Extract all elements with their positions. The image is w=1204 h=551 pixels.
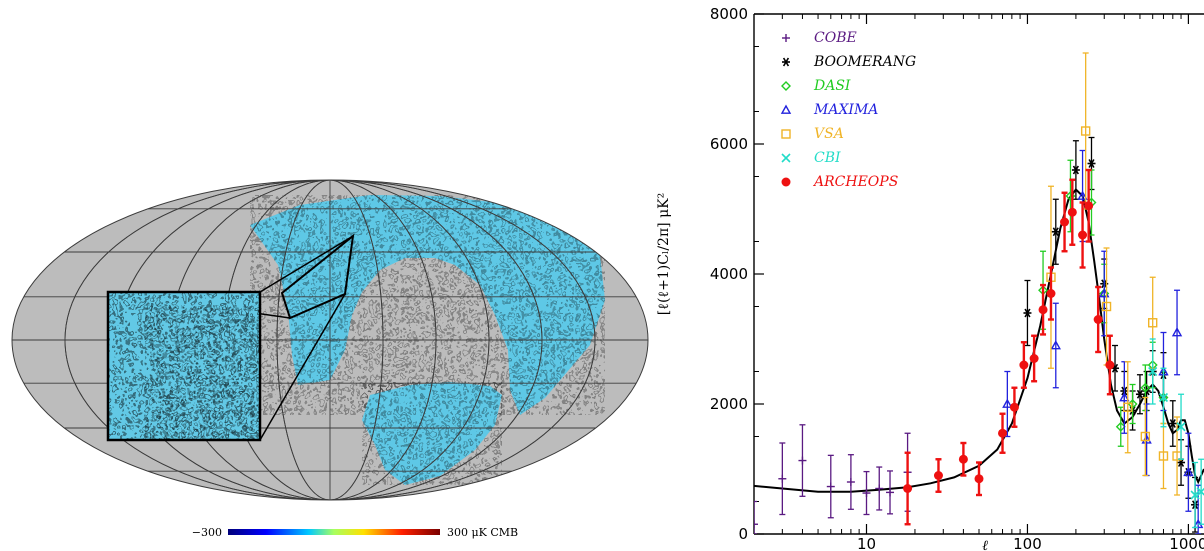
marker-circle	[1046, 289, 1056, 298]
legend-label-maxima: MAXIMA	[813, 102, 878, 118]
marker-triangle	[1171, 327, 1183, 337]
marker-circle	[1078, 230, 1088, 240]
power-spectrum-chart: 0 2000 4000 6000 8000 10 100 1000 [ℓ(ℓ+1)Cₗ/2π…	[656, 5, 1204, 551]
y-tick-label: 8000	[710, 5, 748, 23]
colorbar-max-label: 300 μK CMB	[447, 526, 518, 539]
marker-plus	[798, 456, 807, 465]
legend-label-vsa: VSA	[814, 126, 844, 142]
marker-square	[1140, 431, 1151, 442]
marker-plus	[754, 520, 758, 529]
marker-circle	[958, 454, 968, 464]
marker-triangle	[780, 104, 792, 114]
marker-plus	[862, 489, 871, 498]
colorbar-min-label: −300	[192, 526, 222, 539]
marker-triangle	[1050, 340, 1061, 350]
sky-map: −300 300 μK CMB	[11, 179, 649, 539]
marker-square	[1080, 126, 1091, 136]
series-archeops	[903, 168, 1115, 526]
x-tick-label: 10	[857, 535, 876, 551]
marker-plus	[782, 34, 790, 42]
marker-asterisk	[1023, 308, 1032, 318]
marker-x	[1158, 392, 1169, 403]
legend-label-cbi: CBI	[814, 150, 841, 166]
marker-circle	[1019, 360, 1029, 370]
legend-label-dasi: DASI	[813, 78, 851, 94]
marker-circle	[903, 484, 913, 493]
marker-square	[1101, 301, 1112, 312]
marker-plus	[778, 474, 787, 483]
marker-circle	[1067, 207, 1077, 217]
y-axis: 0 2000 4000 6000 8000	[710, 5, 764, 543]
y-tick-label: 4000	[710, 265, 748, 283]
marker-circle	[781, 177, 791, 187]
data-points	[754, 52, 1204, 534]
marker-asterisk	[1168, 419, 1177, 428]
y-tick-label: 0	[738, 525, 748, 543]
marker-plus	[875, 484, 884, 493]
marker-plus	[826, 482, 835, 491]
marker-square	[1158, 451, 1169, 461]
marker-triangle	[1119, 392, 1130, 402]
model-curve	[753, 187, 1204, 493]
marker-asterisk	[782, 57, 790, 67]
marker-circle	[998, 428, 1008, 438]
marker-plus	[886, 488, 895, 497]
x-axis: 10 100 1000	[753, 14, 1204, 551]
marker-square	[1147, 318, 1158, 328]
y-tick-label: 6000	[710, 135, 748, 153]
y-tick-label: 2000	[710, 395, 748, 413]
marker-square	[781, 129, 791, 139]
model-curve-line	[753, 187, 1204, 493]
x-tick-label: 1000	[1169, 535, 1204, 551]
marker-circle	[1093, 315, 1103, 324]
legend: COBE BOOMERANG DASI MAXIMA VSA CBI ARCHEOPS	[780, 30, 916, 190]
marker-x	[781, 153, 791, 163]
marker-circle	[1009, 402, 1019, 412]
x-axis-label: ℓ	[982, 538, 988, 551]
y-axis-label: [ℓ(ℓ+1)Cₗ/2π] μK²	[656, 193, 672, 315]
marker-asterisk	[1135, 389, 1144, 399]
marker-diamond	[1115, 421, 1126, 432]
marker-square	[1123, 402, 1133, 412]
legend-label-archeops: ARCHEOPS	[812, 174, 898, 190]
zoom-inset	[106, 290, 262, 442]
marker-circle	[1105, 360, 1115, 370]
marker-triangle	[1002, 398, 1013, 408]
marker-triangle	[1141, 434, 1152, 444]
legend-label-cobe: COBE	[814, 30, 857, 46]
series-cbi	[1148, 338, 1204, 529]
marker-circle	[1084, 201, 1094, 211]
marker-circle	[1060, 217, 1070, 227]
x-tick-label: 100	[1013, 535, 1042, 551]
marker-diamond	[1140, 382, 1151, 393]
marker-diamond	[781, 81, 791, 91]
legend-label-boomerang: BOOMERANG	[813, 54, 916, 70]
marker-asterisk	[1051, 227, 1060, 237]
series-cobe	[754, 424, 912, 534]
marker-x	[1148, 366, 1158, 377]
marker-asterisk	[1087, 159, 1096, 168]
marker-x	[1176, 422, 1186, 432]
marker-triangle	[1077, 190, 1088, 200]
marker-circle	[1038, 305, 1048, 315]
marker-x	[1190, 490, 1200, 500]
colorbar: −300 300 μK CMB	[192, 526, 518, 539]
marker-circle	[933, 471, 943, 480]
marker-circle	[1029, 354, 1039, 363]
marker-plus	[846, 478, 855, 486]
marker-asterisk	[1071, 165, 1080, 175]
series-vsa	[1046, 52, 1182, 496]
marker-circle	[974, 474, 984, 484]
marker-triangle	[1183, 466, 1194, 477]
